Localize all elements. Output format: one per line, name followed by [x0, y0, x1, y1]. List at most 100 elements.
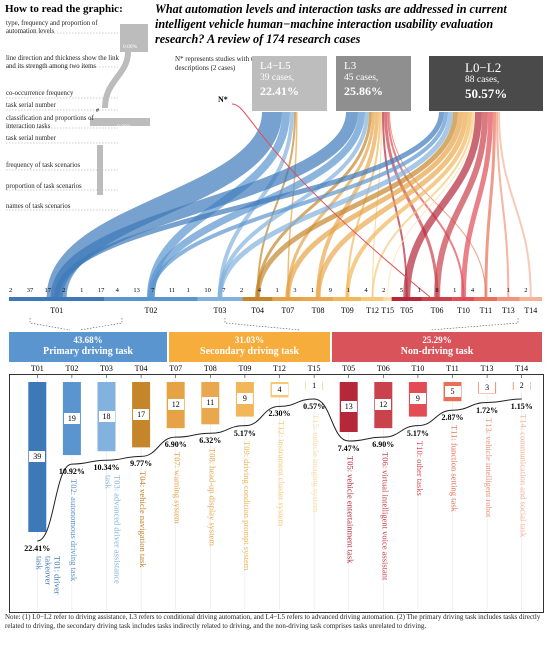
task-pct: 2.30% [268, 409, 291, 419]
flow-count: 3 [293, 287, 297, 294]
flow-count: 37 [26, 287, 34, 294]
flow-task-label: T01 [50, 306, 64, 315]
task-count: 39 [29, 451, 46, 462]
task-count: 3 [479, 381, 496, 393]
task-pct: 1.72% [476, 405, 499, 415]
task-count: 12 [375, 399, 392, 411]
level-cases: 88 cases, [465, 75, 500, 85]
category-secondary: 31.03% Secondary driving task [169, 332, 330, 362]
task-column-id: T15 [307, 364, 321, 373]
flow-bar-segment [333, 297, 362, 301]
level-pct: 22.41% [260, 83, 299, 98]
level-pct: 25.86% [344, 83, 383, 98]
flow-count: 17 [97, 287, 105, 294]
flow-link [315, 111, 468, 298]
flow-count: 1 [453, 287, 457, 294]
nstar-note: N* represents studies with unclear autom… [175, 55, 321, 72]
task-name: T01: driver takeover task [34, 556, 63, 595]
flow-bar-segment [497, 297, 520, 301]
legend-item: names of task scenarios [6, 203, 71, 210]
legend-item: co-occurrence frequency [6, 90, 74, 97]
flow-bar-segment [452, 297, 475, 301]
task-name: T14: communication and social task [518, 414, 529, 538]
nstar-label: N* [218, 95, 228, 104]
flow-bar-segment [104, 297, 198, 301]
callout-line [79, 318, 123, 331]
flow-bar-segment [272, 297, 303, 301]
flow-count: 9 [328, 287, 333, 294]
category-name: Primary driving task [43, 346, 133, 357]
flow-count: 2 [62, 287, 66, 294]
flow-link [50, 111, 358, 298]
task-name: T15: vehicle imaging system [311, 414, 322, 513]
flow-bar-segment [519, 297, 542, 301]
flow-link [346, 111, 381, 298]
legend-sample-hash: # [96, 108, 99, 114]
task-column-id: T14 [515, 364, 529, 373]
flow-link [217, 111, 453, 298]
flow-link [256, 111, 296, 298]
flow-bar-segment [242, 297, 273, 301]
flow-count: 1 [80, 287, 84, 294]
legend-item: task serial number [6, 135, 56, 142]
flow-task-label: T11 [479, 306, 493, 315]
legend-sample-level-box [120, 24, 148, 52]
flow-link [148, 111, 448, 298]
task-count: 1 [306, 380, 323, 391]
legend-item: proportion of task scenarios [6, 183, 82, 190]
task-pct: 1.15% [510, 402, 533, 411]
level-box-l4-l5: L4−L5 39 cases, 22.41% [252, 56, 327, 111]
flow-count: 2 [239, 287, 244, 294]
flow-task-label: T02 [144, 306, 158, 315]
flow-link [434, 111, 488, 298]
task-count: 5 [444, 385, 461, 397]
task-pct: 9.77% [130, 459, 153, 469]
flow-link [496, 111, 510, 298]
task-count: 9 [409, 393, 426, 405]
task-name: T12: instrument cluster system [276, 421, 287, 527]
level-cases: 45 cases, [344, 73, 379, 83]
flow-task-label: T04 [251, 306, 264, 315]
task-name: T07: warning system [172, 452, 183, 524]
task-count: 2 [513, 380, 530, 391]
category-non-driving: 25.29% Non-driving task [332, 332, 542, 362]
flow-bar-segment [302, 297, 334, 301]
flow-bar-segment [9, 297, 105, 301]
flow-task-label: T05 [400, 306, 414, 315]
level-box-l0-l2: L0−L2 88 cases, 50.57% [429, 56, 543, 111]
task-count: 18 [98, 410, 115, 422]
task-pct: 5.17% [406, 428, 429, 438]
task-name: T13: vehicle intelligent robot [484, 417, 495, 517]
callout-line [429, 318, 519, 331]
task-column-id: T09 [238, 364, 252, 373]
flow-count: 1 [186, 287, 190, 294]
legend-sample-task-bar [97, 145, 103, 195]
flow-count: 4 [257, 287, 261, 294]
task-pct: 10.92% [58, 467, 85, 477]
flow-bar-segment [361, 297, 384, 301]
task-column-id: T10 [411, 364, 425, 373]
task-count: 4 [271, 383, 288, 395]
task-column-id: T07 [169, 364, 183, 373]
task-name: T06: virtual intelligent voice assistant [380, 452, 391, 581]
flow-link [371, 111, 474, 298]
flow-link-nstar [231, 103, 431, 298]
task-count: 19 [63, 412, 80, 424]
flow-count: 17 [44, 287, 52, 294]
flow-count: 11 [168, 287, 176, 294]
flow-count: 1 [488, 287, 492, 294]
legend-sample-pct: 0.00% [123, 44, 138, 50]
flow-count: 1 [311, 287, 315, 294]
flow-link [255, 111, 458, 298]
category-name: Non-driving task [400, 346, 474, 357]
flow-task-label: T13 [501, 306, 515, 315]
flow-count: 2 [9, 287, 13, 294]
level-cases: 39 cases, [260, 73, 295, 83]
flow-task-label: T06 [430, 306, 444, 315]
task-name: T08: head-up display system [207, 448, 218, 547]
flow-count: 1 [346, 287, 350, 294]
flow-task-label: T12 [366, 306, 379, 315]
level-pct: 50.57% [465, 85, 508, 101]
task-name: T05: vehicle entertainment task [345, 456, 356, 564]
flow-count: 13 [133, 287, 140, 294]
